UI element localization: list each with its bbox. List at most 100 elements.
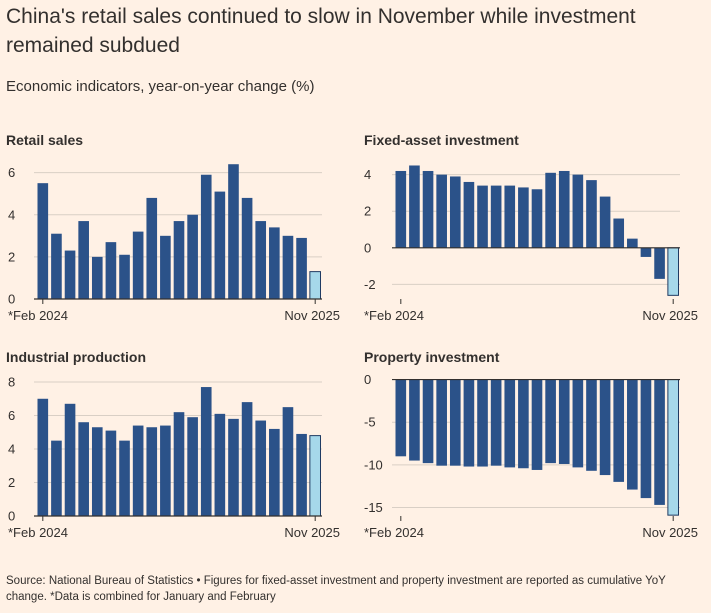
bar [282,407,294,516]
x-start-label: *Feb 2024 [8,525,68,540]
y-tick-label: 6 [8,165,15,180]
y-tick-label: 2 [364,204,371,219]
bar [558,379,570,464]
bar [78,422,89,516]
bar [282,235,294,299]
bar [132,425,144,516]
bar [654,379,665,505]
y-tick-label: 0 [364,372,371,387]
bar [146,427,158,516]
bar [627,379,638,490]
bar [409,165,420,248]
bar [586,180,597,248]
bar [296,433,307,516]
panel-title: Property investment [364,349,500,365]
bar [422,379,434,464]
bar [255,221,267,299]
x-end-label: Nov 2025 [642,308,698,323]
bar [436,174,447,248]
y-tick-label: 0 [364,240,371,255]
industrial-production-chart: 0 2 4 6 8 *Feb 2024 Nov 2025 [8,375,340,540]
bar [449,176,461,248]
panel-title: Fixed-asset investment [364,132,519,148]
x-start-label: *Feb 2024 [364,525,424,540]
bar [599,379,611,476]
bar [640,379,652,499]
bar [146,197,158,299]
bar [613,379,625,482]
y-tick-label: 0 [8,292,15,307]
bar [105,430,117,516]
bar [214,413,226,516]
bar [504,379,516,468]
x-start-label: *Feb 2024 [364,308,424,323]
panel-property-investment: Property investment 0 -5 -10 -15 *Feb 2024 No… [364,349,709,559]
bar [477,379,488,467]
bar [269,227,280,299]
y-tick-label: -15 [364,500,383,515]
bar [599,196,611,248]
bar [160,235,171,299]
bar [531,189,543,248]
bar [409,379,420,461]
bar [173,221,185,299]
panel-fixed-asset-investment: Fixed-asset investment -2 0 2 4 *Feb 2024 Nov… [364,132,709,342]
x-start-label: *Feb 2024 [8,308,68,323]
bar [187,417,198,516]
bar [463,379,475,467]
panel-title: Retail sales [6,132,84,148]
bar [64,403,76,516]
bar [78,221,89,299]
bar-latest [667,379,680,516]
bar [504,185,516,248]
retail-sales-chart: 0 2 4 6 *Feb 2024 Nov 2025 [8,164,340,323]
panel-retail-sales: Retail sales 0 2 4 6 *Feb 2024 Nov 2025 [6,132,351,342]
bar [558,170,570,248]
fixed-asset-investment-chart: -2 0 2 4 *Feb 2024 Nov 2025 [364,165,698,323]
x-end-label: Nov 2025 [284,308,340,323]
bar [395,379,407,457]
bar [490,185,502,248]
bar [477,185,488,248]
bar [228,418,239,516]
bar [586,379,597,471]
y-tick-label: -5 [364,415,376,430]
bar [613,218,625,248]
y-tick-label: 2 [8,475,15,490]
bar [173,412,185,516]
bar [269,428,280,516]
panel-title: Industrial production [6,349,146,365]
y-tick-label: 6 [8,408,15,423]
bar [37,183,49,299]
bar [545,379,556,464]
bar [91,256,103,299]
bar-latest [309,435,322,517]
bar [200,174,212,299]
bar-latest [667,247,680,296]
bar [187,214,198,299]
bar [119,440,130,516]
y-tick-label: 4 [8,442,15,457]
bar [395,170,407,248]
bar [449,379,461,466]
bar [640,247,652,257]
x-end-label: Nov 2025 [284,525,340,540]
bar-latest [309,271,322,300]
bar [627,238,638,248]
bar [241,197,253,299]
source-note: Source: National Bureau of Statistics • … [6,575,666,603]
bar [132,231,144,299]
bar [518,187,529,248]
bar [531,379,543,470]
bar [51,440,62,516]
bar [160,425,171,516]
bar [241,402,253,516]
bar [545,172,556,248]
bar [572,379,584,468]
x-end-label: Nov 2025 [642,525,698,540]
bar [518,379,529,469]
y-tick-label: 8 [8,375,15,390]
bar [436,379,447,466]
chart-subtitle: Economic indicators, year-on-year change… [6,78,315,95]
bar [200,387,212,516]
